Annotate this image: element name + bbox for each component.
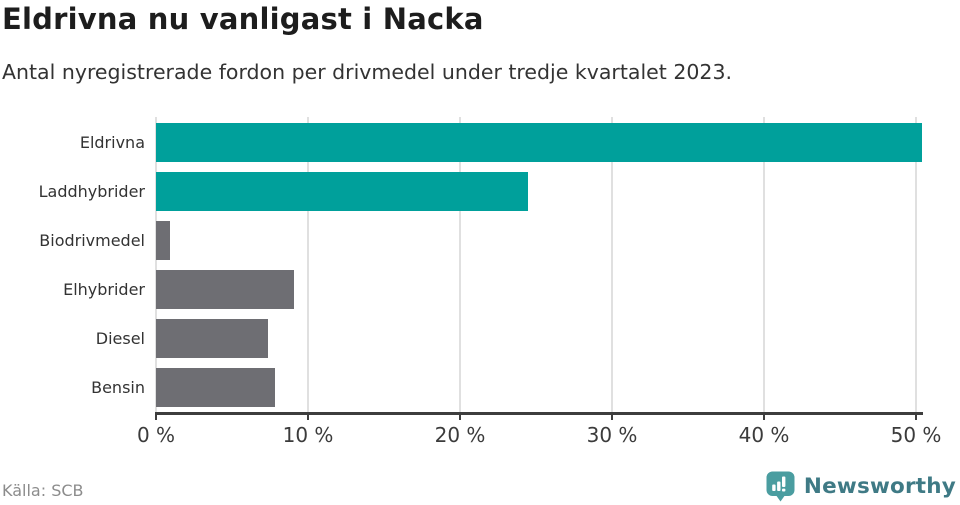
- x-axis-tick: [306, 411, 310, 420]
- chart-subtitle: Antal nyregistrerade fordon per drivmede…: [2, 60, 733, 84]
- category-label: Laddhybrider: [38, 182, 145, 201]
- bar-eldrivna: [156, 123, 923, 162]
- category-label: Eldrivna: [79, 133, 145, 152]
- x-gridline: [155, 117, 157, 412]
- newsworthy-logo-text: Newsworthy: [803, 474, 956, 499]
- category-label: Diesel: [95, 329, 145, 348]
- bar-bensin: [156, 368, 275, 407]
- x-gridline: [915, 117, 917, 412]
- category-label: Bensin: [91, 378, 145, 397]
- x-axis-tick-label: 30 %: [586, 423, 638, 447]
- newsworthy-logo-icon: [766, 471, 795, 502]
- x-axis-tick-label: 50 %: [890, 423, 942, 447]
- x-axis-line: [155, 411, 924, 415]
- x-axis-tick: [458, 411, 462, 420]
- bar-laddhybrider: [156, 172, 529, 211]
- x-gridline: [307, 117, 309, 412]
- newsworthy-logo: Newsworthy: [766, 471, 956, 502]
- x-axis-tick: [154, 411, 158, 420]
- x-axis-tick-label: 0 %: [136, 423, 176, 447]
- x-axis-tick-label: 10 %: [282, 423, 334, 447]
- bar-diesel: [156, 319, 269, 358]
- x-gridline: [763, 117, 765, 412]
- chart-title: Eldrivna nu vanligast i Nacka: [2, 2, 484, 36]
- x-gridline: [611, 117, 613, 412]
- x-axis-tick-label: 40 %: [738, 423, 790, 447]
- bar-biodrivmedel: [156, 221, 170, 260]
- category-label: Biodrivmedel: [39, 231, 145, 250]
- bar-elhybrider: [156, 270, 295, 309]
- category-label: Elhybrider: [63, 280, 145, 299]
- x-axis-tick: [610, 411, 614, 420]
- x-axis-tick: [762, 411, 766, 420]
- source-note: Källa: SCB: [2, 481, 84, 500]
- x-gridline: [459, 117, 461, 412]
- x-axis-tick: [914, 411, 918, 420]
- x-axis-tick-label: 20 %: [434, 423, 486, 447]
